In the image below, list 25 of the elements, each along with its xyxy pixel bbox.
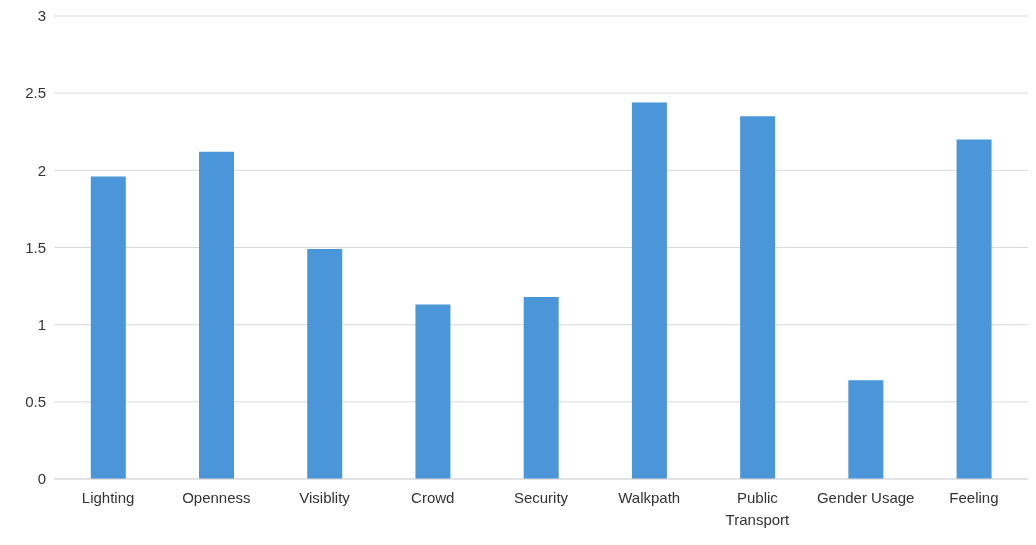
bar (199, 151, 235, 479)
x-tick-label: Public Transport (725, 489, 791, 528)
x-tick-label: Lighting (81, 489, 135, 506)
y-tick-label: 1.5 (25, 238, 46, 256)
x-tick-label: Feeling (949, 489, 999, 506)
x-tick-label: Security (513, 489, 569, 506)
x-tick-label: Openness (182, 489, 251, 506)
bar (307, 249, 343, 479)
bar (523, 296, 559, 479)
y-tick-label: 0 (37, 470, 46, 488)
bar (956, 139, 992, 479)
y-tick-label: 2 (37, 161, 46, 179)
y-tick-label: 3 (37, 7, 46, 25)
bar (631, 102, 667, 479)
bar (848, 380, 884, 479)
bar (740, 116, 776, 479)
x-tick-label: Gender Usage (816, 489, 915, 506)
y-tick-label: 1 (37, 315, 46, 333)
y-tick-label: 0.5 (25, 393, 46, 411)
x-tick-label: Crowd (411, 489, 455, 506)
y-tick-label: 2.5 (25, 84, 46, 102)
bar (415, 304, 451, 479)
x-tick-label: Walkpath (618, 489, 681, 506)
x-tick-label: Visiblity (299, 489, 351, 506)
bar (90, 176, 126, 479)
